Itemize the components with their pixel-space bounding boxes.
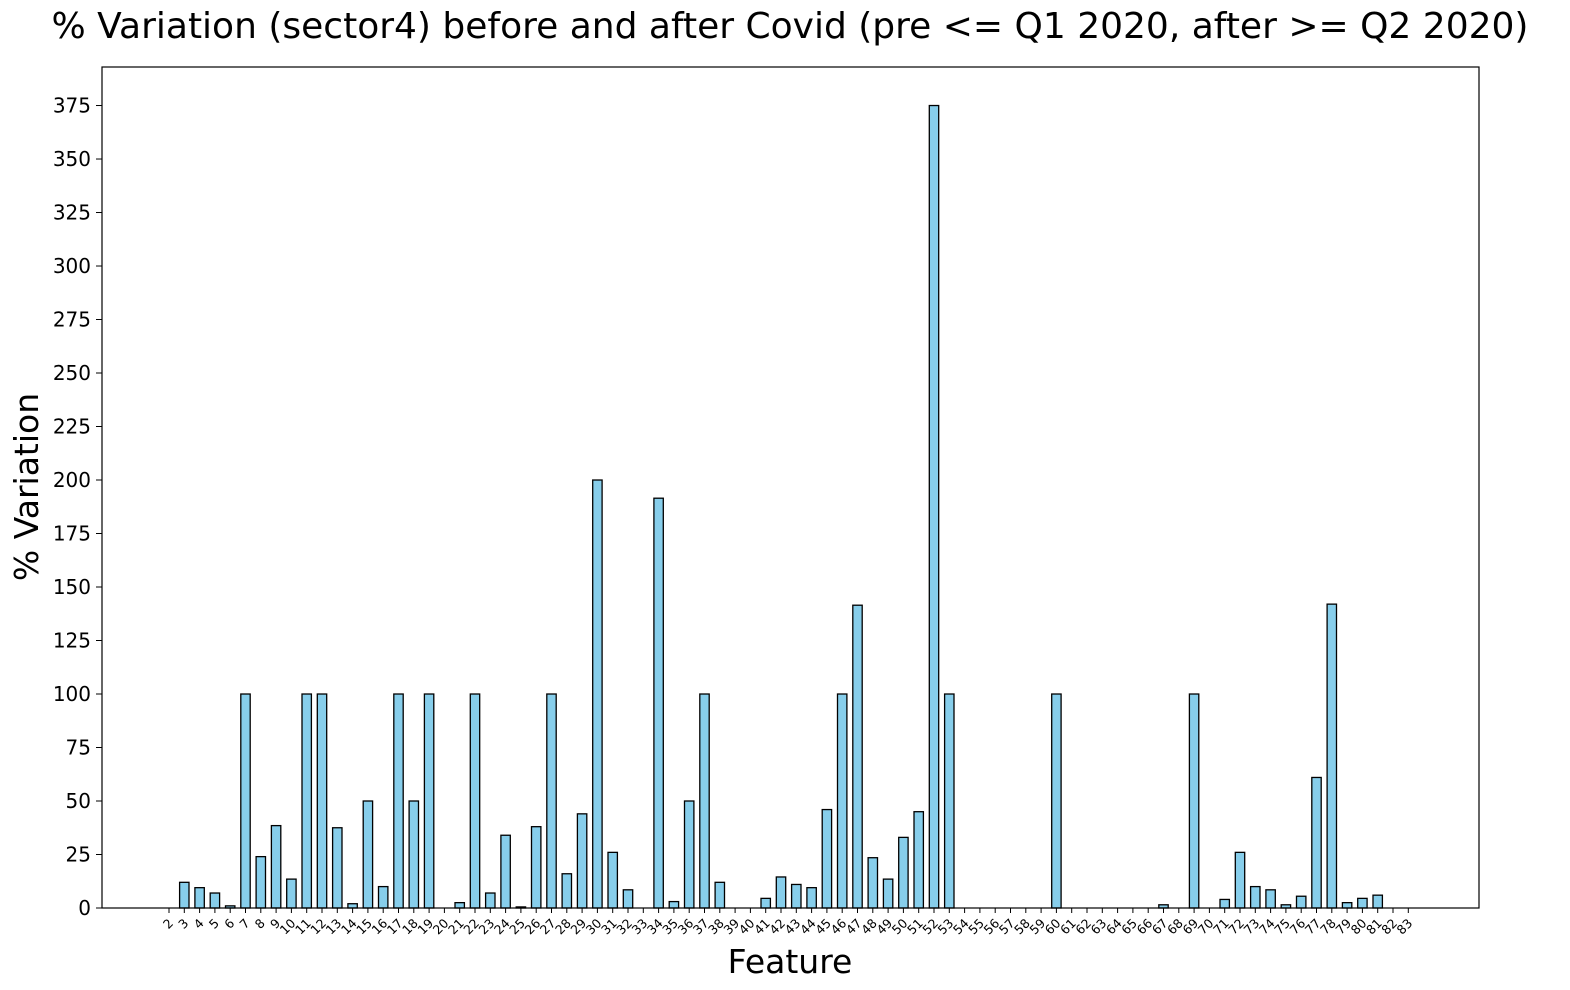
y-axis: 0 25 50 75 100 125 150 175 200 225 250 275 300 325 350… <box>53 94 102 920</box>
bar-feature-81 <box>1372 894 1384 909</box>
x-tick-label: 83 <box>1394 916 1416 938</box>
bar-feature-74 <box>1265 889 1276 909</box>
bar-feature-14 <box>347 903 358 909</box>
bar-feature-30 <box>592 479 603 909</box>
bar-feature-53 <box>943 693 955 909</box>
x-axis: 2 3 4 5 6 7 8 910111213141516171819202122232425… <box>160 908 1416 938</box>
x-tick-label: 3 <box>175 916 191 932</box>
bar-feature-7 <box>240 693 251 909</box>
bar-feature-78 <box>1326 603 1338 909</box>
plot-frame <box>101 66 1480 909</box>
bar-feature-69 <box>1188 693 1200 909</box>
bar-feature-23 <box>484 892 496 909</box>
bar-feature-16 <box>377 885 389 909</box>
chart-title: % Variation (sector4) before and after C… <box>52 6 1529 47</box>
bar-feature-15 <box>362 800 374 909</box>
bar-feature-12 <box>316 693 328 909</box>
bar-feature-10 <box>286 878 297 909</box>
y-tick-label: 250 <box>53 361 91 385</box>
y-tick-label: 175 <box>53 522 91 546</box>
bar-feature-37 <box>699 693 710 909</box>
y-tick-label: 150 <box>53 575 91 599</box>
y-tick-label: 25 <box>66 843 91 867</box>
bar-feature-8 <box>255 855 267 909</box>
bar-feature-46 <box>836 693 848 909</box>
bar-feature-73 <box>1249 885 1261 909</box>
bar-feature-48 <box>867 857 879 909</box>
bars-group <box>178 104 1384 909</box>
y-axis-label: % Variation <box>7 393 46 581</box>
y-tick-label: 375 <box>53 94 91 118</box>
bar-feature-49 <box>882 878 894 909</box>
x-tick-label: 2 <box>160 916 176 932</box>
x-tick-label: 6 <box>221 915 237 931</box>
bar-feature-29 <box>576 813 588 909</box>
bar-feature-41 <box>760 897 772 909</box>
y-tick-label: 275 <box>53 308 91 332</box>
bar-feature-21 <box>454 902 466 909</box>
x-tick-label: 5 <box>206 916 222 932</box>
bar-feature-13 <box>331 827 343 909</box>
y-tick-label: 50 <box>66 789 91 813</box>
x-tick-label: 7 <box>236 916 252 932</box>
bar-feature-45 <box>821 808 833 909</box>
bar-feature-47 <box>852 604 863 909</box>
x-tick-label: 8 <box>252 915 268 931</box>
bar-feature-18 <box>408 800 420 909</box>
bar-feature-52 <box>928 104 940 909</box>
bar-feature-17 <box>393 693 404 909</box>
bar-feature-77 <box>1311 776 1322 909</box>
bar-feature-5 <box>209 892 221 909</box>
bar-feature-22 <box>469 693 481 909</box>
bar-feature-80 <box>1357 897 1368 909</box>
bar-feature-19 <box>423 693 435 909</box>
bar-feature-43 <box>790 883 802 909</box>
bar-feature-31 <box>607 851 619 909</box>
y-tick-label: 125 <box>53 629 91 653</box>
bar-feature-44 <box>806 887 817 909</box>
bar-feature-35 <box>668 900 680 909</box>
bar-feature-28 <box>561 873 573 909</box>
bar-feature-71 <box>1219 898 1231 909</box>
y-tick-label: 325 <box>53 201 91 225</box>
y-tick-label: 0 <box>78 896 91 920</box>
bar-feature-4 <box>194 887 205 909</box>
bar-feature-3 <box>178 881 190 909</box>
bar-feature-34 <box>653 497 664 909</box>
bar-feature-36 <box>683 800 695 909</box>
y-tick-label: 200 <box>53 468 91 492</box>
y-tick-label: 225 <box>53 415 91 439</box>
bar-feature-50 <box>898 836 909 909</box>
bar-feature-24 <box>500 834 511 909</box>
y-tick-label: 75 <box>66 736 91 760</box>
bar-feature-76 <box>1295 895 1307 909</box>
x-axis-label: Feature <box>728 942 853 981</box>
bar-feature-26 <box>530 826 542 909</box>
bar-feature-32 <box>622 889 634 909</box>
bar-feature-79 <box>1341 902 1353 909</box>
bar-feature-27 <box>546 693 557 909</box>
bar-feature-42 <box>775 876 787 909</box>
y-tick-label: 100 <box>53 682 91 706</box>
y-tick-label: 350 <box>53 147 91 171</box>
bar-feature-9 <box>270 824 282 909</box>
bar-feature-11 <box>301 693 313 909</box>
bar-feature-51 <box>913 811 925 909</box>
x-tick-label: 4 <box>190 915 206 931</box>
bar-feature-60 <box>1051 693 1062 909</box>
bar-feature-72 <box>1234 851 1246 909</box>
y-tick-label: 300 <box>53 254 91 278</box>
bar-feature-38 <box>714 881 726 909</box>
